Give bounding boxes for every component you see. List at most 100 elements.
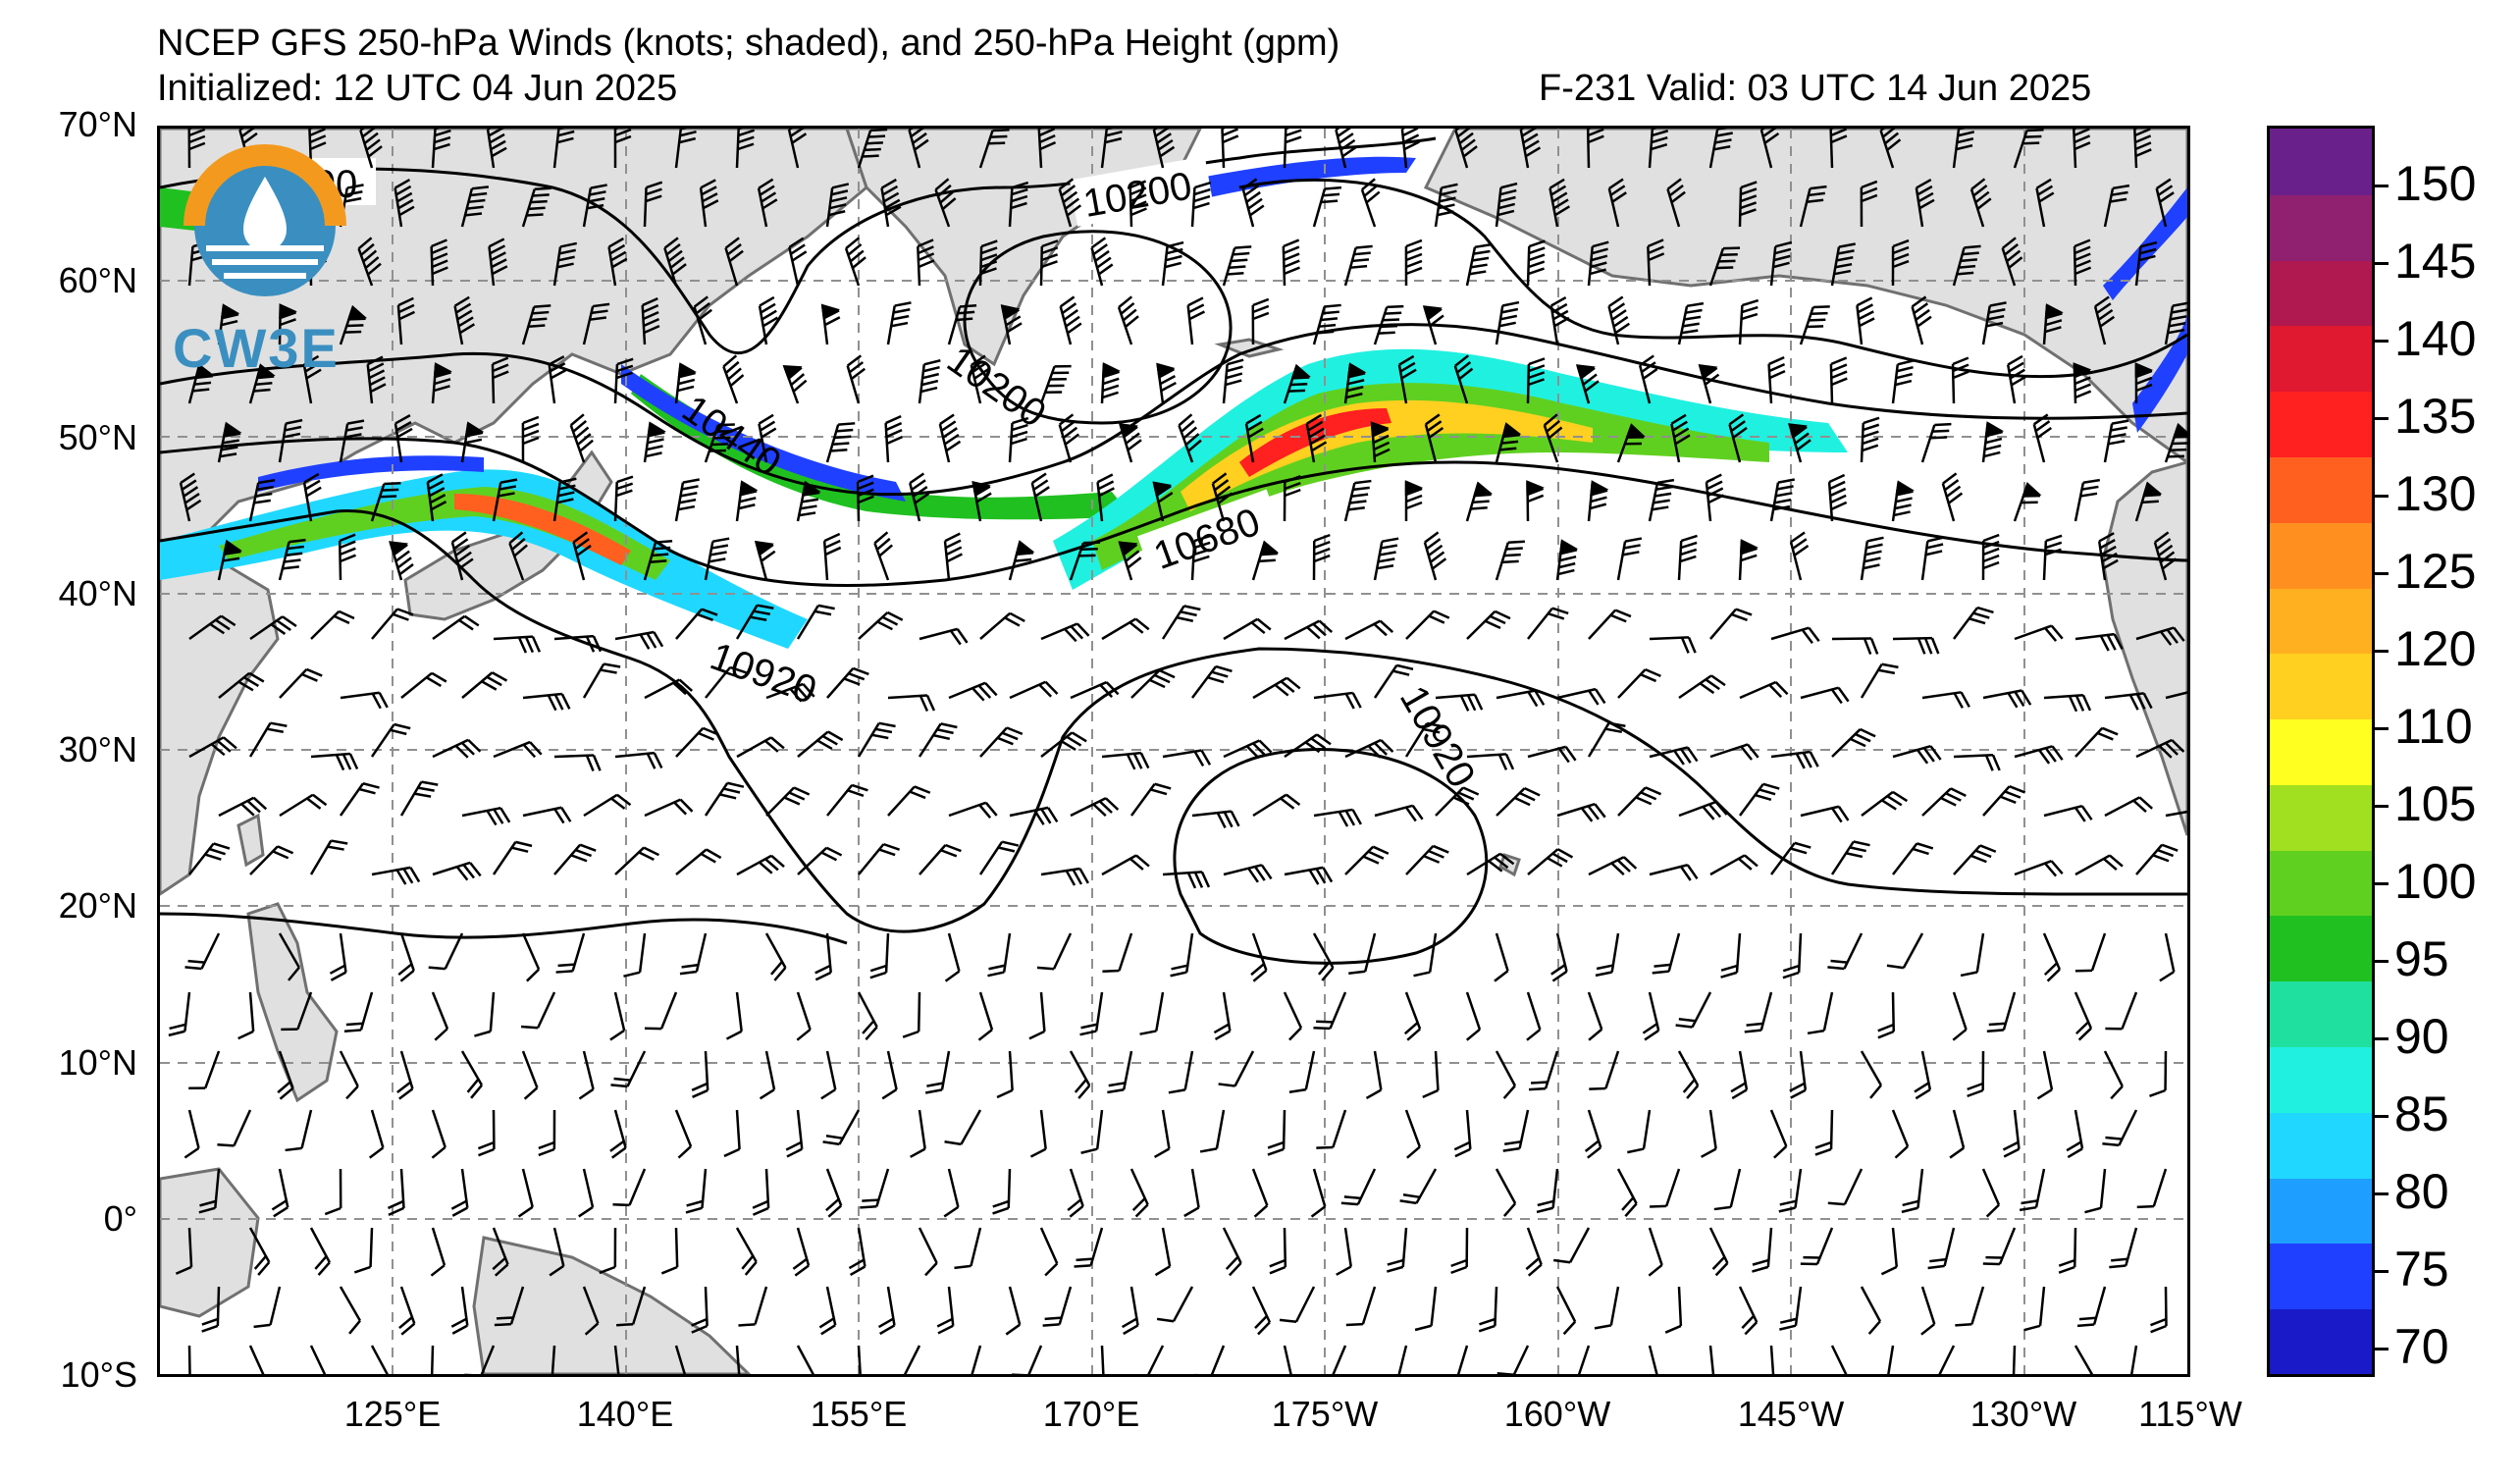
wind-barb (2074, 478, 2100, 522)
wind-barb (674, 1345, 689, 1374)
contour-south (160, 912, 848, 945)
wind-barb (1413, 932, 1438, 978)
wind-barb (1453, 1109, 1472, 1158)
colorbar-tick (2375, 1115, 2389, 1118)
contour-10680 (160, 437, 2187, 588)
wind-barb (1981, 1168, 2001, 1218)
wind-barb (1587, 721, 1626, 758)
colorbar-tick (2375, 727, 2389, 730)
wind-barb (553, 634, 603, 653)
wind-barb (1886, 932, 1924, 970)
wind-barb (309, 1345, 330, 1374)
wind-barb (184, 932, 221, 971)
wind-barb (918, 722, 958, 758)
wind-barb (389, 541, 414, 581)
wind-barb (1284, 866, 1334, 885)
wind-barb (610, 1050, 647, 1088)
wind-barb (825, 1168, 843, 1218)
wind-barb (934, 178, 957, 228)
wind-barb (1769, 240, 1793, 287)
wind-barb (538, 1109, 556, 1157)
wind-barb (947, 303, 977, 345)
wind-barb (1952, 244, 1981, 287)
wind-barb (1941, 472, 1964, 522)
wind-barb (614, 751, 663, 769)
wind-barb (1373, 663, 1414, 699)
wind-barb (1788, 423, 1811, 463)
colorbar-cell (2270, 1111, 2372, 1179)
wind-barb (339, 419, 365, 463)
wind-barb (175, 1227, 193, 1275)
wind-barb (1800, 686, 1850, 705)
wind-barb (1860, 416, 1880, 463)
wind-barb (1222, 245, 1252, 287)
wind-barb (253, 1286, 282, 1329)
wind-barb (1404, 721, 1444, 758)
wind-barb (918, 359, 941, 404)
wind-barb (1738, 298, 1759, 345)
wind-barb (460, 421, 485, 463)
wind-barb (1465, 481, 1494, 522)
wind-barb (724, 237, 744, 287)
wind-barb (1829, 356, 1848, 404)
wind-barb (1830, 242, 1856, 287)
wind-barb (1282, 238, 1300, 287)
wind-barb (1310, 1168, 1327, 1218)
wind-barb (1527, 745, 1577, 764)
wind-barb (979, 726, 1024, 758)
wind-barb (2002, 1109, 2021, 1158)
wind-barb (1670, 413, 1691, 463)
wind-barb (430, 1227, 446, 1277)
wind-barb (704, 537, 730, 581)
wind-barb (1556, 802, 1606, 822)
colorbar-cell (2270, 193, 2372, 261)
wind-barb (1251, 540, 1280, 581)
wind-barb (1648, 1345, 1661, 1374)
wind-barb (249, 615, 297, 641)
wind-barb (1223, 617, 1272, 641)
wind-barb (1283, 991, 1303, 1041)
wind-barb (1860, 1286, 1882, 1335)
wind-barb (1607, 295, 1631, 345)
wind-barb (168, 991, 191, 1037)
wind-barb (1709, 854, 1759, 876)
wind-barb (599, 1227, 617, 1275)
wind-barb (522, 806, 572, 824)
wind-barb (2042, 303, 2064, 345)
wind-barb (1678, 674, 1726, 700)
lon-label-130w: 130°W (1969, 1394, 2077, 1434)
wind-barb (685, 1168, 708, 1214)
wind-barb (796, 991, 812, 1041)
wind-barb (1698, 363, 1720, 404)
wind-barb (1454, 129, 1478, 169)
wind-barb (971, 481, 992, 522)
wind-barb (1267, 1109, 1286, 1156)
wind-barb (792, 1227, 811, 1277)
colorbar-cell (2270, 1046, 2372, 1113)
wind-barb (394, 414, 413, 463)
wind-barb (396, 296, 416, 345)
wind-barb (2073, 238, 2092, 287)
wind-barb (521, 932, 541, 982)
wind-barb (1648, 1227, 1663, 1277)
colorbar-cell (2270, 455, 2372, 523)
wind-barb (1789, 1050, 1808, 1099)
wind-barb (1030, 472, 1050, 522)
lat-label-10n: 10°N (58, 1042, 137, 1083)
lon-label-115w: 115°W (2138, 1394, 2242, 1434)
wind-barb (1009, 680, 1059, 700)
wind-barb (1373, 304, 1404, 345)
wind-barb (1312, 533, 1331, 581)
wind-barb (1313, 808, 1362, 827)
wind-barb (1616, 1168, 1638, 1217)
wind-barb (431, 129, 452, 169)
wind-barb (1162, 749, 1212, 768)
wind-barb (1190, 181, 1212, 228)
wind-barb (900, 1345, 921, 1374)
wind-barb (641, 297, 660, 345)
wind-barb (857, 129, 888, 169)
colorbar-label: 95 (2394, 931, 2449, 986)
wind-barb (453, 295, 476, 345)
colorbar-tick (2375, 1192, 2389, 1195)
wind-barb (1782, 932, 1803, 980)
